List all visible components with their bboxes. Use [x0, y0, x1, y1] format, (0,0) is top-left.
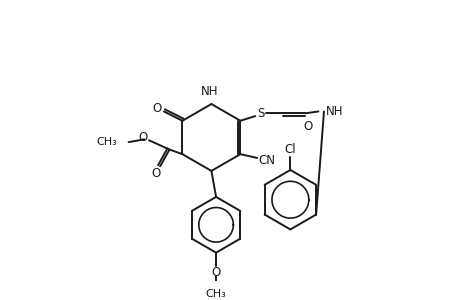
Text: CH₃: CH₃: [96, 137, 117, 147]
Text: S: S: [257, 107, 264, 120]
Text: Cl: Cl: [284, 143, 296, 156]
Text: O: O: [303, 120, 312, 133]
Text: O: O: [152, 102, 162, 115]
Text: O: O: [138, 131, 147, 144]
Text: O: O: [151, 167, 161, 180]
Text: NH: NH: [201, 85, 218, 98]
Text: CH₃: CH₃: [205, 290, 226, 299]
Text: NH: NH: [325, 105, 342, 118]
Text: O: O: [211, 266, 220, 279]
Text: CN: CN: [258, 154, 275, 167]
